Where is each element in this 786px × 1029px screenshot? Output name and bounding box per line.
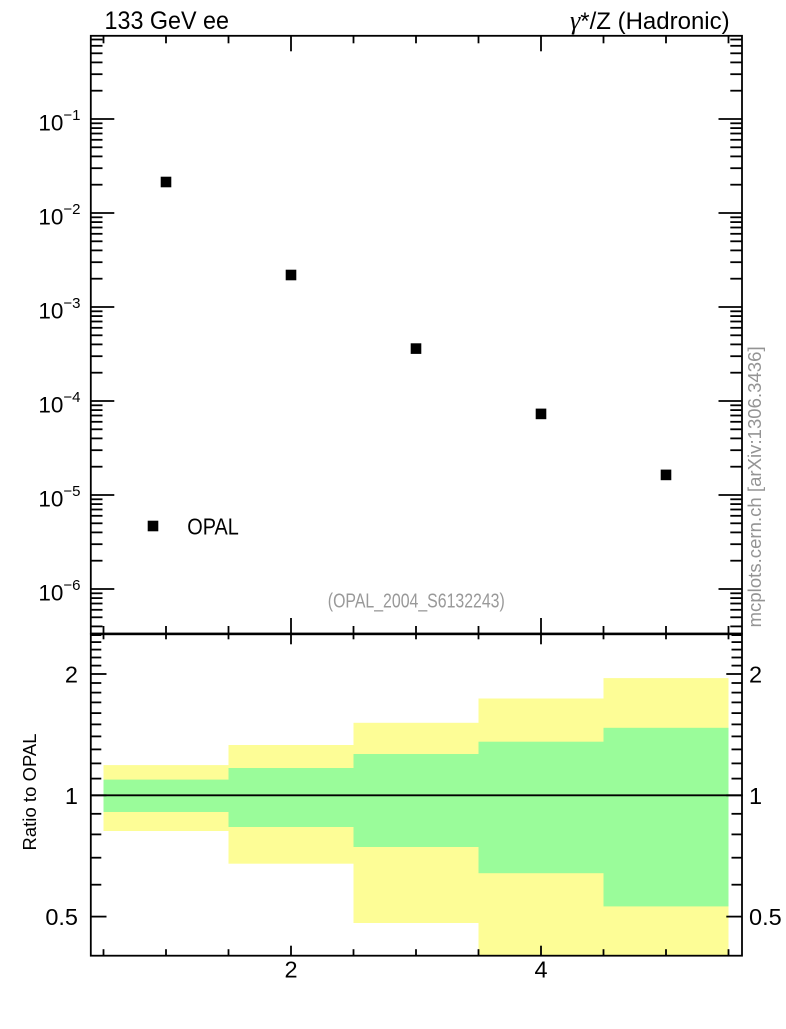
- svg-text:2: 2: [284, 957, 297, 983]
- svg-text:mcplots.cern.ch [arXiv:1306.34: mcplots.cern.ch [arXiv:1306.3436]: [744, 346, 765, 627]
- svg-text:1: 1: [65, 783, 78, 809]
- svg-text:2: 2: [749, 662, 762, 688]
- svg-text:2: 2: [65, 662, 78, 688]
- svg-text:10−5: 10−5: [38, 483, 80, 511]
- svg-text:OPAL: OPAL: [187, 513, 239, 539]
- svg-text:133 GeV ee: 133 GeV ee: [105, 7, 230, 35]
- svg-text:(OPAL_2004_S6132243): (OPAL_2004_S6132243): [328, 591, 505, 613]
- svg-text:Ratio to OPAL: Ratio to OPAL: [19, 734, 40, 851]
- svg-text:γ*/Z (Hadronic): γ*/Z (Hadronic): [570, 6, 730, 35]
- svg-text:10−3: 10−3: [38, 295, 80, 323]
- svg-text:4: 4: [534, 957, 547, 983]
- svg-text:1: 1: [749, 783, 762, 809]
- svg-text:0.5: 0.5: [45, 904, 78, 930]
- svg-text:0.5: 0.5: [749, 904, 782, 930]
